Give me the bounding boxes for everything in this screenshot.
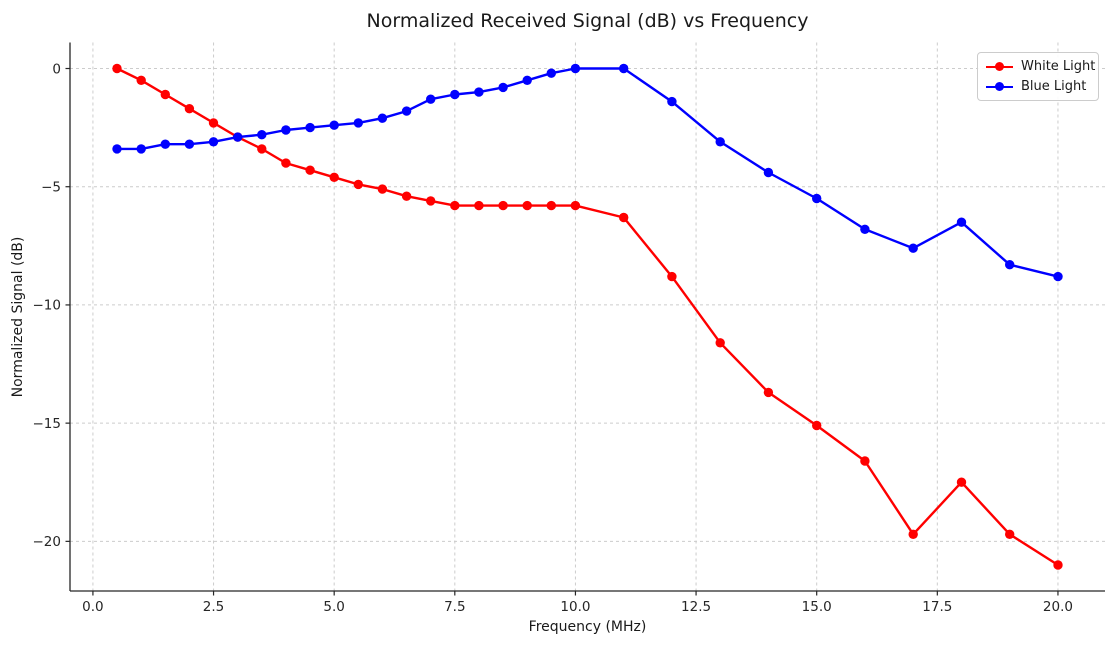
data-point-marker [329,120,339,130]
x-tick-label: 7.5 [444,599,465,615]
data-point-marker [233,132,243,142]
y-tick-label: −10 [33,298,62,314]
data-point-marker [570,63,581,74]
data-point-marker [908,529,918,539]
data-point-marker [763,387,774,398]
data-point-marker [956,217,967,227]
x-tick-label: 15.0 [802,599,832,615]
data-point-marker [546,200,556,211]
data-point-marker [908,243,918,253]
data-point-marker [353,118,363,128]
data-point-marker [474,87,484,97]
data-point-marker [257,144,267,154]
data-point-marker [426,196,436,206]
legend: White Light Blue Light [977,52,1099,101]
data-point-marker [860,224,870,234]
white-light-line-marker-icon [986,62,1013,72]
data-point-marker [136,144,146,154]
data-point-marker [281,158,291,168]
data-point-marker [208,118,219,128]
data-point-marker [353,179,363,190]
y-axis-label: Normalized Signal (dB) [10,236,26,398]
y-tick-label: −5 [41,180,61,196]
data-point-marker [257,130,267,140]
data-point-marker [522,75,532,86]
x-tick-label: 10.0 [560,599,590,615]
x-tick-label: 5.0 [323,599,344,615]
data-point-marker [619,212,629,223]
data-point-marker [305,165,315,175]
data-point-marker [401,191,412,201]
data-point-marker [498,200,508,211]
data-point-marker [1005,260,1015,270]
legend-dot [995,62,1004,71]
data-point-marker [667,96,677,107]
legend-item-blue-light: Blue Light [986,79,1089,94]
data-point-marker [667,271,677,282]
data-point-marker [184,104,195,114]
data-point-marker [1053,560,1063,570]
data-point-marker [281,125,291,135]
data-point-marker [619,63,629,74]
data-point-marker [426,94,436,104]
y-tick-label: −20 [33,534,62,550]
chart-title: Normalized Received Signal (dB) vs Frequ… [366,10,809,32]
x-axis-label: Frequency (MHz) [528,619,647,635]
x-tick-label: 0.0 [82,599,103,615]
data-point-marker [450,200,460,211]
data-point-marker [160,139,170,149]
x-tick-label: 12.5 [681,599,711,615]
data-point-marker [136,75,146,86]
data-point-marker [1053,271,1063,282]
x-tick-label: 17.5 [922,599,952,615]
data-point-marker [498,82,508,93]
data-point-marker [474,200,484,211]
data-point-marker [329,172,339,182]
data-point-marker [112,144,122,154]
data-point-marker [812,420,822,431]
data-point-marker [184,139,195,149]
data-point-marker [522,200,532,211]
data-point-marker [763,167,774,178]
data-point-marker [112,63,122,74]
data-point-marker [546,68,556,78]
blue-light-line-marker-icon [986,82,1013,92]
x-tick-label: 2.5 [203,599,224,615]
data-point-marker [715,137,725,147]
legend-dot [995,82,1004,91]
legend-label: Blue Light [1021,79,1087,94]
legend-item-white-light: White Light [986,59,1095,74]
data-point-marker [570,200,581,211]
y-tick-label: −15 [33,416,62,432]
data-point-marker [401,106,412,116]
data-point-marker [812,193,822,204]
data-point-marker [377,113,388,123]
data-point-marker [450,89,460,100]
data-point-marker [160,89,170,100]
y-tick-label: 0 [52,61,61,77]
legend-label: White Light [1021,59,1096,74]
data-point-marker [377,184,388,194]
data-point-marker [1005,529,1015,539]
series-line-0 [115,67,1060,567]
data-point-marker [305,122,315,133]
data-point-marker [208,137,219,147]
x-tick-label: 20.0 [1043,599,1073,615]
data-point-marker [715,338,725,348]
data-point-marker [956,477,967,487]
data-point-marker [860,456,870,466]
